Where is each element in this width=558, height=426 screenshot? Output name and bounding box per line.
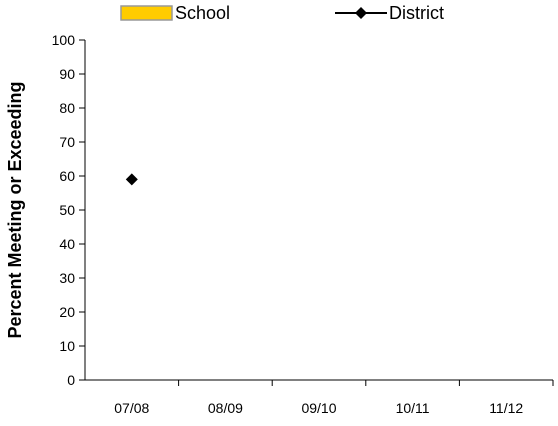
point-district	[125, 173, 138, 186]
x-tick-label: 10/11	[396, 400, 430, 416]
y-tick-label: 60	[59, 168, 75, 184]
y-tick-label: 40	[59, 236, 75, 252]
y-tick-label: 70	[59, 134, 75, 150]
legend-label-school: School	[175, 3, 230, 23]
x-tick-label: 07/08	[114, 400, 149, 416]
y-axis-title: Percent Meeting or Exceeding	[5, 81, 25, 338]
y-tick-label: 10	[59, 338, 75, 354]
legend-diamond-icon	[355, 7, 367, 19]
y-tick-label: 50	[59, 202, 75, 218]
legend-item-school: School	[120, 3, 230, 23]
y-tick-label: 80	[59, 100, 75, 116]
y-tick-label: 20	[59, 304, 75, 320]
legend-swatch-school	[120, 5, 173, 21]
y-ticks: 0 10 20 30 40 50 60 70 80 90 100	[52, 32, 85, 388]
x-ticks: 07/08 08/09 09/10 10/11 11/12	[114, 380, 554, 416]
legend-item-district: District	[335, 3, 444, 23]
legend: School District	[120, 3, 444, 23]
plot-area	[125, 173, 138, 186]
y-tick-label: 30	[59, 270, 75, 286]
y-tick-label: 100	[52, 32, 76, 48]
y-tick-label: 90	[59, 66, 75, 82]
x-tick-label: 09/10	[301, 400, 336, 416]
legend-label-district: District	[389, 3, 444, 23]
x-tick-label: 08/09	[208, 400, 243, 416]
y-tick-label: 0	[67, 372, 75, 388]
x-tick-label: 11/12	[489, 400, 523, 416]
